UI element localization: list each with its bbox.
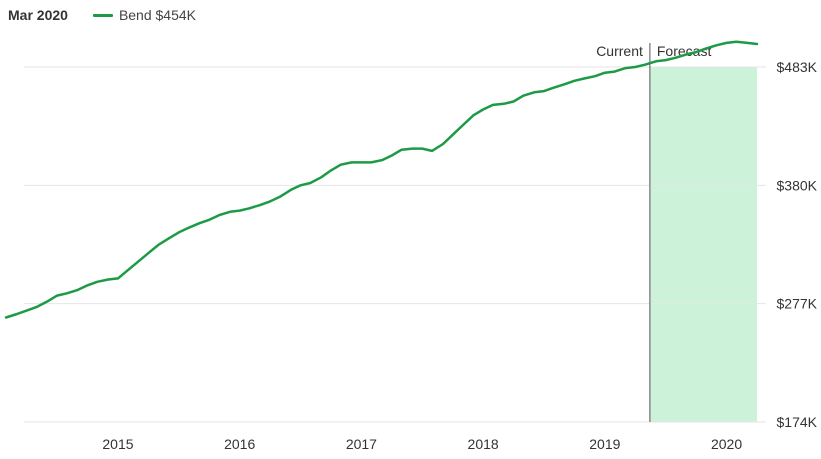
x-tick-label: 2015	[102, 436, 133, 452]
chart-header: Mar 2020 Bend $454K	[8, 5, 196, 25]
forecast-region	[649, 67, 757, 422]
x-tick-label: 2018	[468, 436, 499, 452]
y-tick-label: $483K	[777, 59, 818, 75]
forecast-label: Forecast	[657, 43, 712, 59]
legend-swatch	[92, 13, 113, 17]
x-tick-label: 2017	[346, 436, 377, 452]
date-label: Mar 2020	[8, 7, 68, 23]
y-tick-label: $174K	[777, 414, 818, 430]
legend[interactable]: Bend $454K	[92, 7, 197, 23]
x-tick-label: 2019	[589, 436, 620, 452]
y-tick-label: $380K	[777, 177, 818, 193]
x-tick-label: 2016	[224, 436, 255, 452]
current-label: Current	[596, 43, 643, 59]
legend-label: Bend $454K	[118, 7, 197, 23]
y-tick-label: $277K	[777, 296, 818, 312]
series-line	[4, 40, 759, 319]
x-tick-label: 2020	[711, 436, 742, 452]
